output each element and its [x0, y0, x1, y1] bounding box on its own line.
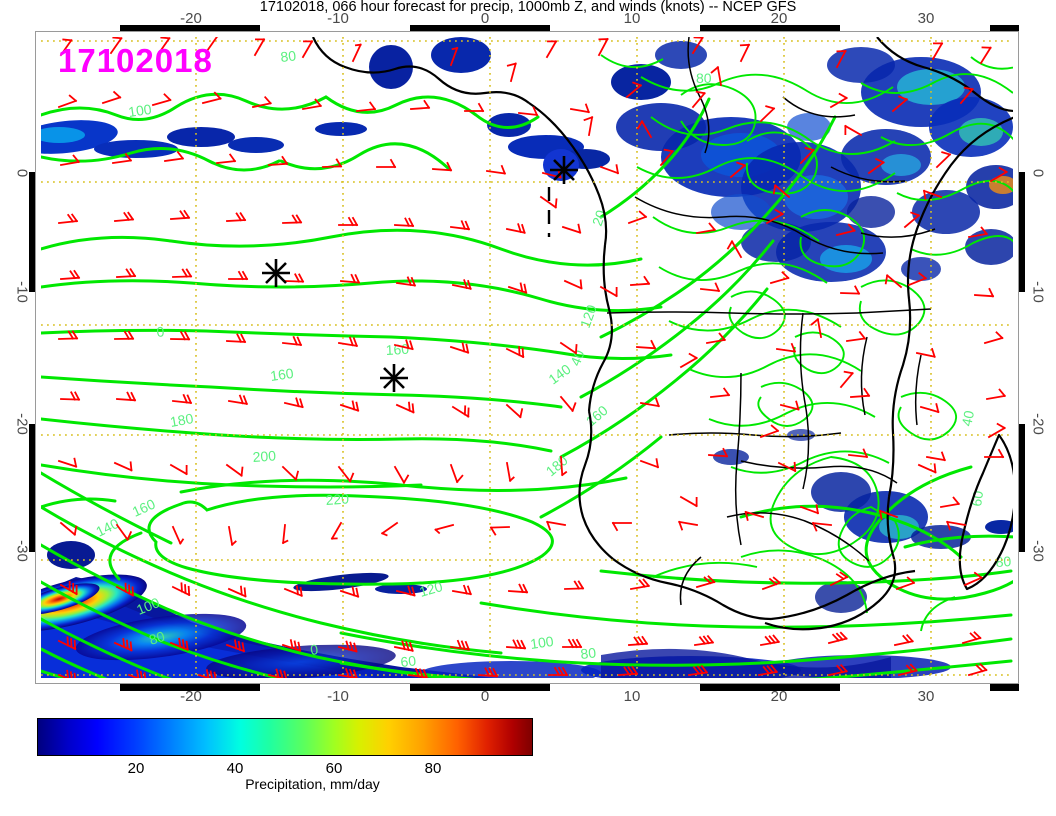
svg-text:40: 40 — [567, 347, 588, 368]
y-tick-right-0: 0 — [1029, 168, 1047, 178]
svg-text:140: 140 — [93, 515, 121, 540]
x-tick-top-3: 10 — [623, 10, 641, 27]
contour-labels: 100 80 160 180 200 220 120 140 160 180 1… — [93, 47, 1012, 670]
geopotential-contours — [41, 54, 1013, 678]
station-marker-2 — [380, 364, 408, 392]
svg-text:40: 40 — [958, 409, 977, 428]
x-tick-top-0: -20 — [180, 10, 202, 27]
svg-text:160: 160 — [385, 341, 409, 358]
station-marker-1 — [262, 259, 290, 287]
svg-text:100: 100 — [127, 101, 153, 120]
svg-text:80: 80 — [696, 70, 712, 86]
x-tick-top-5: 30 — [917, 10, 935, 27]
svg-text:80: 80 — [147, 628, 167, 648]
x-tick-top-2: 0 — [480, 10, 490, 27]
svg-text:120: 120 — [417, 578, 444, 600]
svg-text:200: 200 — [252, 447, 277, 465]
colorbar-tick-20: 20 — [127, 760, 145, 777]
svg-text:80: 80 — [280, 47, 297, 65]
y-tick-left-2: -20 — [13, 413, 31, 435]
x-tick-bot-0: -20 — [180, 688, 202, 705]
y-tick-right-1: -10 — [1029, 281, 1047, 303]
map-plot-area[interactable]: 100 80 160 180 200 220 120 140 160 180 1… — [35, 31, 1019, 684]
station-markers[interactable] — [262, 156, 578, 392]
coastlines — [311, 37, 1013, 631]
x-tick-bot-5: 30 — [917, 688, 935, 705]
svg-text:0: 0 — [309, 641, 319, 658]
colorbar[interactable] — [37, 718, 533, 756]
y-tick-right-3: -30 — [1029, 540, 1047, 562]
svg-text:120: 120 — [577, 302, 600, 330]
colorbar-tick-40: 40 — [226, 760, 244, 777]
svg-text:160: 160 — [130, 496, 158, 520]
colorbar-gradient[interactable] — [37, 718, 533, 756]
svg-text:60: 60 — [400, 652, 417, 670]
svg-text:80: 80 — [580, 644, 597, 662]
svg-text:0: 0 — [156, 323, 166, 340]
x-tick-top-4: 20 — [770, 10, 788, 27]
colorbar-tick-60: 60 — [325, 760, 343, 777]
colorbar-tick-80: 80 — [424, 760, 442, 777]
svg-text:100: 100 — [529, 633, 555, 652]
x-tick-bot-3: 10 — [623, 688, 641, 705]
lonlat-grid — [41, 37, 1013, 678]
y-tick-right-2: -20 — [1029, 413, 1047, 435]
station-marker-3 — [550, 156, 578, 184]
svg-text:180: 180 — [543, 452, 571, 479]
svg-text:140: 140 — [545, 361, 573, 388]
x-tick-bot-2: 0 — [480, 688, 490, 705]
y-tick-left-3: -30 — [13, 540, 31, 562]
map-canvas[interactable]: 100 80 160 180 200 220 120 140 160 180 1… — [41, 37, 1013, 678]
y-tick-left-1: -10 — [13, 281, 31, 303]
date-stamp-overlay: 17102018 — [58, 42, 213, 79]
x-tick-bot-1: -10 — [327, 688, 349, 705]
page-title: 17102018, 066 hour forecast for precip, … — [259, 0, 797, 15]
map-svg: 100 80 160 180 200 220 120 140 160 180 1… — [41, 37, 1013, 678]
colorbar-axis-label: Precipitation, mm/day — [245, 776, 380, 792]
svg-text:180: 180 — [169, 410, 195, 430]
svg-text:160: 160 — [269, 365, 295, 384]
x-tick-bot-4: 20 — [770, 688, 788, 705]
y-tick-left-0: 0 — [13, 168, 31, 178]
x-tick-top-1: -10 — [327, 10, 349, 27]
svg-text:160: 160 — [583, 402, 611, 429]
svg-text:220: 220 — [325, 490, 350, 508]
